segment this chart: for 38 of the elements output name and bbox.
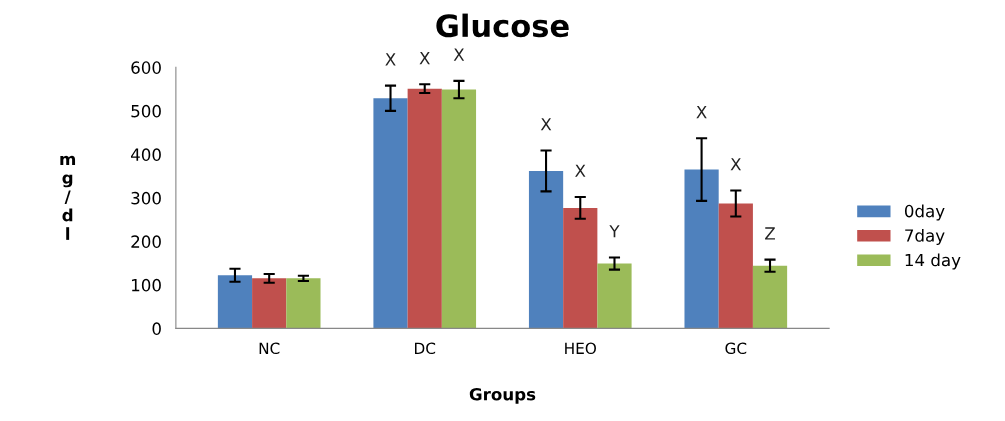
y-tick-label: 600 — [131, 61, 161, 74]
legend-label: 0day — [904, 204, 945, 221]
legend-label: 14 day — [905, 253, 961, 270]
bar — [718, 203, 753, 329]
data-label: X — [453, 48, 465, 61]
x-axis-title: Groups — [469, 387, 536, 404]
bar — [563, 207, 598, 329]
data-label: X — [385, 53, 396, 66]
legend-label: 7day — [905, 228, 945, 246]
data-label: Z — [765, 227, 775, 240]
y-tick-label: 100 — [132, 278, 161, 292]
bar — [252, 278, 287, 329]
y-tick-label: 500 — [131, 104, 161, 118]
x-tick-label: DC — [415, 342, 436, 355]
data-label: X — [575, 164, 586, 177]
x-tick-label: NC — [259, 342, 280, 355]
data-label: X — [696, 105, 707, 119]
y-tick-label: 200 — [131, 235, 161, 248]
bar — [407, 88, 442, 329]
bar — [597, 263, 632, 329]
x-tick-label: HEO — [565, 342, 596, 355]
chart-title: Glucose — [436, 13, 569, 38]
bar — [373, 98, 408, 329]
data-label: X — [540, 118, 552, 131]
y-axis-title: mg/dl — [60, 155, 76, 240]
x-tick-label: GC — [725, 342, 747, 355]
bar — [217, 275, 253, 329]
data-label: X — [419, 52, 430, 65]
y-tick-label: 0 — [152, 322, 161, 335]
bar — [286, 278, 321, 329]
y-tick-label: 400 — [130, 148, 161, 161]
data-label: X — [730, 158, 741, 171]
bar — [528, 170, 564, 329]
bar — [752, 265, 788, 329]
bar — [684, 169, 719, 329]
bar — [441, 89, 477, 329]
data-label: Y — [609, 225, 620, 238]
y-tick-label: 300 — [131, 191, 161, 205]
